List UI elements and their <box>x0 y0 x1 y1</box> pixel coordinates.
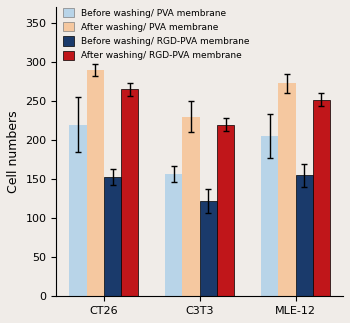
Bar <box>87 70 104 296</box>
Y-axis label: Cell numbers: Cell numbers <box>7 110 20 193</box>
Legend: Before washing/ PVA membrane, After washing/ PVA membrane, Before washing/ RGD-P: Before washing/ PVA membrane, After wash… <box>61 6 251 62</box>
Bar <box>295 175 313 296</box>
Bar <box>278 83 295 296</box>
Bar <box>313 99 330 296</box>
Bar <box>217 125 234 296</box>
Bar <box>261 136 278 296</box>
Bar <box>165 174 182 296</box>
Bar <box>121 89 138 296</box>
Bar <box>200 201 217 296</box>
Bar <box>69 125 87 296</box>
Bar <box>182 117 200 296</box>
Bar <box>104 177 121 296</box>
